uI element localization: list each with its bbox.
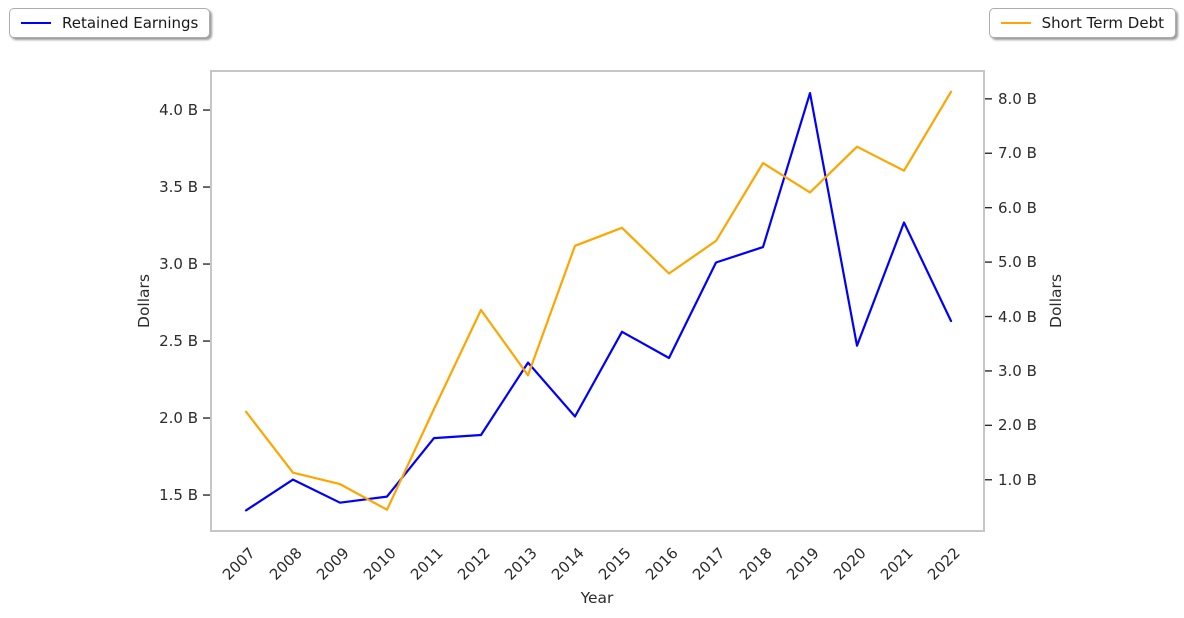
- retained-earnings-line-sample: [21, 22, 51, 24]
- left-axis-tick-label: 2.5 B: [159, 332, 198, 351]
- line-retained-earnings: [244, 91, 953, 512]
- plot-border: [210, 70, 985, 532]
- right-axis-tick-label: 3.0 B: [998, 361, 1037, 380]
- left-axis-tick-label: 4.0 B: [159, 101, 198, 120]
- right-axis-tick-label: 5.0 B: [998, 253, 1037, 272]
- left-axis-tick-label: 3.0 B: [159, 255, 198, 274]
- short-term-debt-line-sample: [1000, 22, 1031, 24]
- x-axis-title: Year: [580, 589, 614, 607]
- legend-label-short-term-debt: Short Term Debt: [1041, 14, 1164, 32]
- right-axis-tick-label: 8.0 B: [998, 89, 1037, 108]
- left-axis-tick-label: 2.0 B: [159, 409, 198, 428]
- legend-label-retained-earnings: Retained Earnings: [62, 14, 199, 32]
- right-axis-tick-label: 1.0 B: [998, 470, 1037, 489]
- left-axis-tick-label: 3.5 B: [159, 178, 198, 197]
- right-axis-tick-label: 7.0 B: [998, 144, 1037, 163]
- right-axis-tick-label: 4.0 B: [998, 307, 1037, 326]
- right-axis-tick-label: 2.0 B: [998, 416, 1037, 435]
- left-axis-title: Dollars: [135, 274, 153, 328]
- line-short-term-debt: [244, 90, 953, 511]
- legend-retained-earnings: Retained Earnings: [9, 8, 211, 38]
- legend-short-term-debt: Short Term Debt: [988, 8, 1176, 38]
- left-axis-tick-label: 1.5 B: [159, 486, 198, 505]
- right-axis-tick-label: 6.0 B: [998, 198, 1037, 217]
